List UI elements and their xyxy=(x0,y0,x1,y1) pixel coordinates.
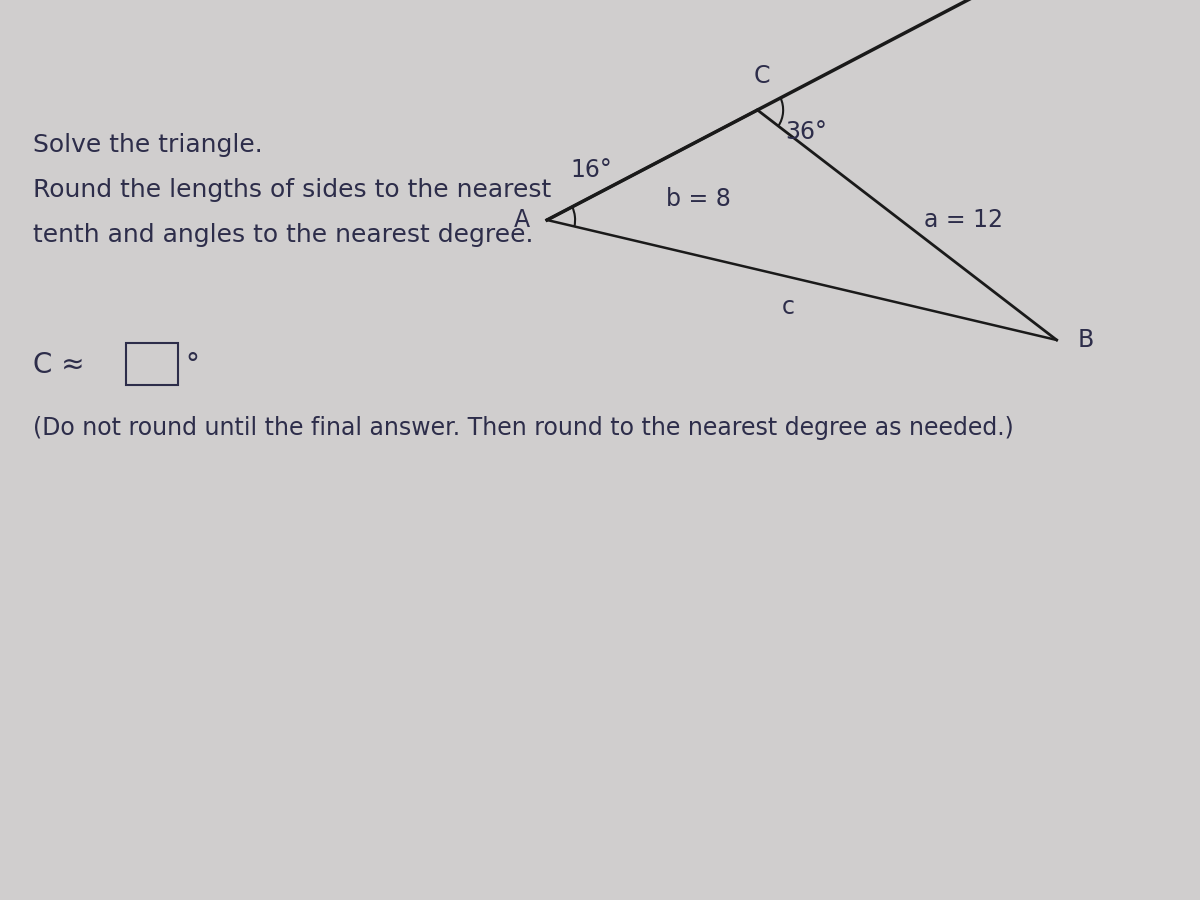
Text: C: C xyxy=(754,64,770,88)
Text: 36°: 36° xyxy=(786,120,827,144)
Text: B: B xyxy=(1078,328,1093,352)
Text: Round the lengths of sides to the nearest: Round the lengths of sides to the neares… xyxy=(32,178,551,202)
Text: c: c xyxy=(781,295,794,319)
Text: A: A xyxy=(514,208,530,232)
Text: Solve the triangle.: Solve the triangle. xyxy=(32,133,263,157)
Text: (Do not round until the final answer. Then round to the nearest degree as needed: (Do not round until the final answer. Th… xyxy=(32,416,1014,440)
Text: b = 8: b = 8 xyxy=(666,187,731,211)
Text: 16°: 16° xyxy=(570,158,612,182)
Text: tenth and angles to the nearest degree.: tenth and angles to the nearest degree. xyxy=(32,223,533,247)
Text: a = 12: a = 12 xyxy=(924,208,1003,232)
Text: °: ° xyxy=(185,351,199,379)
Text: C ≈: C ≈ xyxy=(32,351,84,379)
